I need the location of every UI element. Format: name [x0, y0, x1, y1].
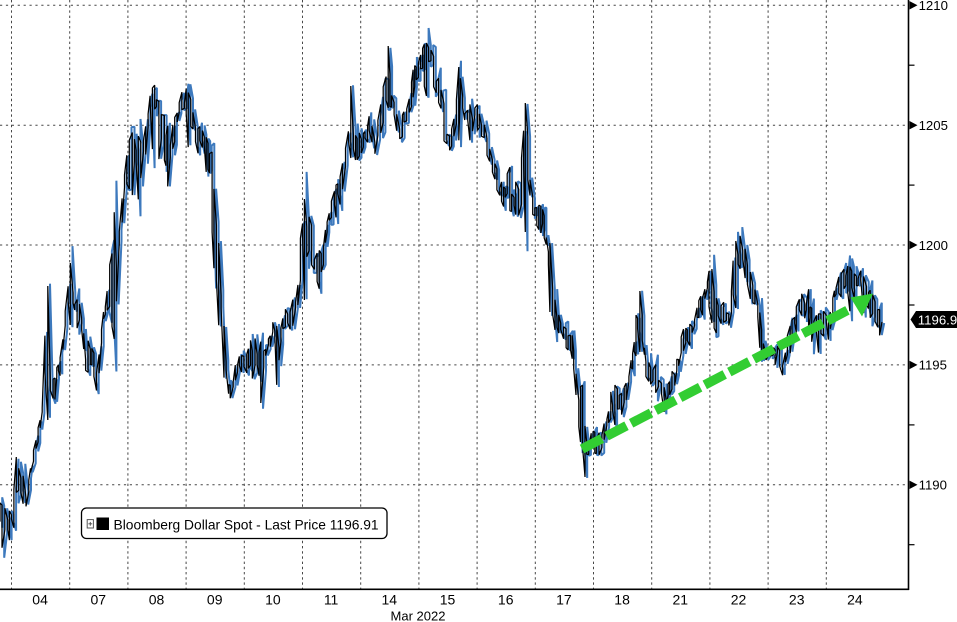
svg-text:1205: 1205 — [919, 118, 948, 133]
svg-text:17: 17 — [556, 592, 572, 608]
svg-text:23: 23 — [789, 592, 805, 608]
svg-text:07: 07 — [91, 592, 107, 608]
svg-text:1196.9: 1196.9 — [918, 312, 957, 327]
svg-text:Mar 2022: Mar 2022 — [391, 609, 446, 622]
svg-text:1200: 1200 — [919, 238, 948, 253]
svg-text:04: 04 — [32, 592, 48, 608]
svg-text:Bloomberg Dollar Spot - Last P: Bloomberg Dollar Spot - Last Price 1196.… — [114, 518, 379, 533]
svg-text:24: 24 — [847, 592, 863, 608]
svg-text:08: 08 — [149, 592, 165, 608]
svg-text:14: 14 — [382, 592, 398, 608]
svg-text:15: 15 — [440, 592, 456, 608]
svg-text:16: 16 — [498, 592, 514, 608]
svg-text:1195: 1195 — [919, 358, 947, 373]
svg-text:10: 10 — [265, 592, 281, 608]
svg-text:1210: 1210 — [919, 0, 948, 13]
svg-text:09: 09 — [207, 592, 223, 608]
svg-text:11: 11 — [324, 592, 339, 608]
svg-text:21: 21 — [673, 592, 689, 608]
svg-text:22: 22 — [731, 592, 747, 608]
svg-text:18: 18 — [614, 592, 630, 608]
svg-text:1190: 1190 — [919, 478, 947, 493]
